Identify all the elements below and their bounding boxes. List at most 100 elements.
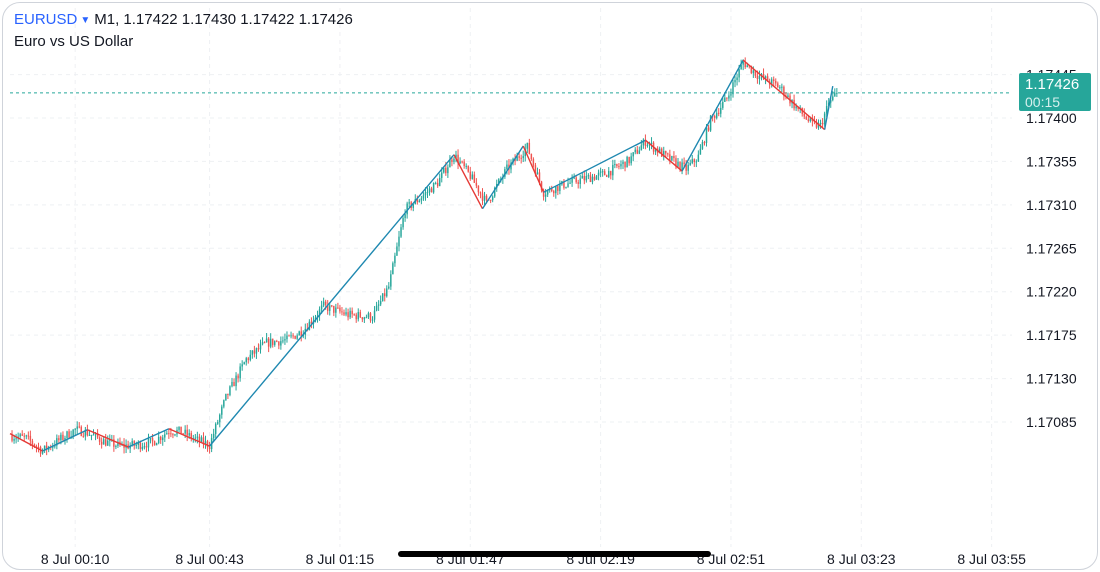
candle-body: [58, 438, 60, 441]
home-indicator[interactable]: [398, 551, 711, 557]
symbol-dropdown-icon[interactable]: ▼: [80, 15, 91, 26]
candle-body: [783, 86, 785, 96]
candle-body: [377, 304, 380, 306]
candle-body: [294, 335, 296, 339]
zigzag-segment: [543, 139, 646, 193]
candle-body: [129, 445, 131, 449]
candle-body: [113, 439, 115, 447]
candle-body: [180, 426, 182, 434]
candle-body: [553, 191, 555, 194]
candle-body: [64, 437, 66, 441]
candle-body: [823, 113, 826, 125]
candle-body: [229, 386, 231, 396]
candle-body: [540, 181, 543, 191]
candle-body: [383, 293, 386, 297]
candle-body: [170, 433, 172, 435]
candle-body: [72, 429, 74, 437]
candle-body: [601, 171, 604, 173]
candle-body: [109, 439, 111, 441]
candle-body: [709, 115, 712, 131]
candle-body: [418, 200, 421, 203]
candle-body: [361, 317, 364, 320]
candle-body: [457, 154, 459, 164]
candle-body: [184, 429, 186, 434]
candle-body: [683, 162, 685, 164]
candle-body: [634, 149, 636, 153]
candle-body: [267, 338, 270, 347]
candle-body: [538, 172, 541, 182]
zigzag-segment: [823, 86, 834, 130]
candle-body: [836, 92, 838, 94]
candle-body: [302, 334, 305, 337]
candle-body: [296, 335, 298, 339]
candle-body: [671, 156, 673, 161]
candle-body: [803, 113, 806, 117]
candle-body: [386, 288, 388, 297]
candle-body: [717, 112, 720, 114]
candle-body: [677, 161, 679, 167]
candle-body: [475, 182, 478, 186]
candle-body: [62, 434, 64, 441]
candle-body: [202, 437, 205, 445]
candle-body: [208, 447, 211, 449]
candle-body: [196, 436, 199, 438]
candle-body: [11, 435, 13, 441]
symbol-button[interactable]: EURUSD: [14, 11, 78, 28]
candle-body: [43, 445, 46, 451]
candle-body: [324, 301, 327, 305]
candle-body: [573, 177, 575, 179]
symbol-description: Euro vs US Dollar: [14, 33, 134, 50]
candle-body: [200, 437, 203, 442]
candle-body: [746, 65, 748, 68]
candle-body: [665, 151, 667, 154]
candle-body: [728, 95, 730, 99]
candle-body: [278, 341, 280, 346]
candle-body: [141, 446, 144, 450]
candle-body: [569, 182, 571, 184]
candle-body: [27, 435, 30, 437]
candle-body: [249, 354, 252, 361]
candle-body: [357, 312, 359, 320]
candle-body: [734, 80, 736, 83]
candle-body: [436, 182, 439, 187]
candle-body: [807, 119, 810, 122]
candle-body: [155, 443, 158, 446]
candle-body: [151, 438, 154, 442]
candle-body: [693, 159, 696, 163]
price-tick-label: 1.17085: [1026, 414, 1077, 430]
candle-body: [288, 335, 290, 337]
candle-body: [642, 139, 645, 146]
candle-body: [742, 61, 744, 65]
candle-body: [644, 139, 647, 146]
candle-body: [15, 438, 17, 440]
candle-body: [398, 236, 400, 247]
candle-body: [365, 317, 368, 319]
candle-body: [740, 64, 742, 70]
candle-body: [434, 182, 437, 184]
candle-body: [164, 434, 166, 438]
candle-body: [703, 142, 706, 144]
candle-body: [585, 176, 588, 181]
candle-body: [428, 188, 431, 193]
candle-body: [102, 439, 105, 445]
candle-body: [530, 153, 533, 160]
candle-body: [599, 171, 602, 173]
candle-body: [219, 414, 221, 423]
candle-body: [571, 178, 573, 183]
zigzag-segment: [168, 428, 210, 447]
candle-body: [597, 172, 600, 176]
candle-body: [681, 162, 683, 170]
candle-body: [616, 164, 618, 167]
candle-body: [145, 446, 148, 448]
candle-body: [546, 190, 549, 195]
candle-body: [744, 61, 746, 68]
candle-body: [269, 338, 272, 347]
price-tick-label: 1.17130: [1026, 371, 1077, 387]
candle-body: [298, 331, 300, 336]
candle-body: [705, 127, 708, 143]
candle-body: [80, 426, 83, 436]
candle-body: [455, 154, 457, 159]
candle-body: [432, 182, 435, 193]
candle-body: [524, 148, 526, 157]
